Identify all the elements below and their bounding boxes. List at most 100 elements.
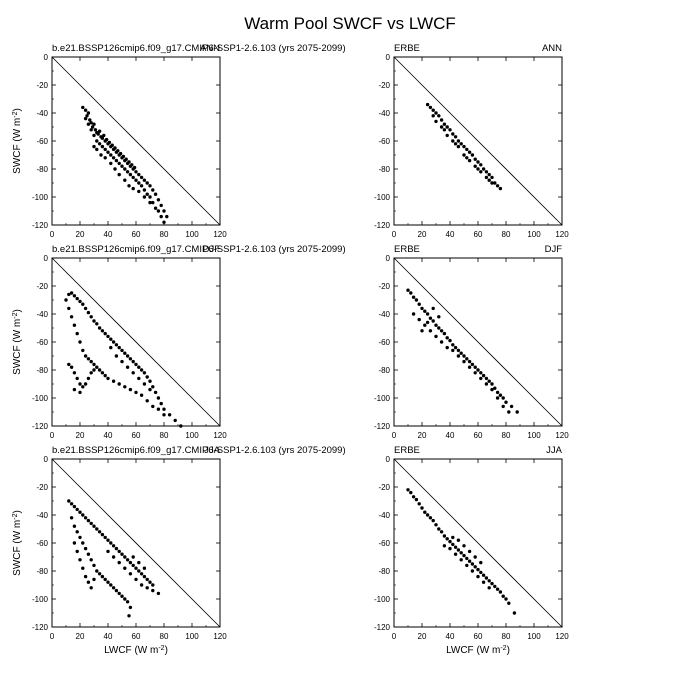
scatter-point [495, 184, 500, 188]
scatter-point [81, 105, 85, 110]
scatter-point [479, 376, 483, 381]
scatter-point [131, 175, 135, 180]
scatter-point [139, 393, 144, 397]
scatter-panel-2: 0 20 40 60 80 100 120 0 -20 -40 -60 -80 -100 -120 b.e2… [12, 244, 346, 440]
scatter-point [125, 558, 130, 562]
y-tick-label: 0 [386, 53, 391, 62]
scatter-point [490, 387, 494, 392]
scatter-point [72, 387, 77, 392]
scatter-point [134, 577, 138, 582]
x-tick-label: 20 [76, 632, 85, 641]
panel-source-label: ERBE [394, 43, 420, 54]
scatter-point [145, 181, 149, 185]
scatter-point [125, 354, 130, 358]
scatter-point [125, 600, 130, 604]
y-tick-label: -100 [374, 595, 391, 604]
y-tick-label: -120 [32, 422, 49, 431]
scatter-point [89, 128, 93, 132]
scatter-point [431, 306, 435, 311]
scatter-point [162, 413, 166, 417]
scatter-point [148, 387, 152, 392]
scatter-point [420, 329, 424, 333]
scatter-point [448, 546, 452, 551]
scatter-point [179, 424, 183, 428]
scatter-point [72, 294, 77, 298]
scatter-point [448, 338, 452, 343]
scatter-point [125, 170, 130, 174]
scatter-point [501, 594, 505, 598]
scatter-point [479, 570, 483, 575]
scatter-point [462, 354, 466, 358]
scatter-point [487, 579, 491, 583]
x-tick-label: 20 [418, 632, 427, 641]
scatter-point [417, 502, 421, 506]
x-tick-label: 100 [185, 632, 199, 641]
scatter-point [417, 302, 421, 306]
scatter-point [414, 497, 419, 502]
x-tick-label: 80 [160, 431, 169, 440]
scatter-point [83, 574, 88, 579]
scatter-point [92, 563, 96, 568]
y-tick-label: -20 [36, 282, 48, 291]
scatter-point [451, 542, 455, 547]
scatter-point [498, 590, 503, 594]
scatter-point [456, 548, 461, 552]
y-tick-label: -40 [378, 109, 390, 118]
scatter-point [411, 495, 416, 499]
scatter-point [109, 161, 113, 166]
scatter-point [501, 396, 505, 400]
x-tick-label: 20 [76, 230, 85, 239]
scatter-point [95, 322, 99, 326]
scatter-point [78, 558, 82, 562]
scatter-point [104, 137, 109, 142]
scatter-point [89, 121, 93, 125]
scatter-point [462, 153, 466, 157]
scatter-point [142, 178, 147, 182]
scatter-point [473, 164, 477, 168]
scatter-point [437, 315, 441, 319]
scatter-point [103, 147, 107, 152]
scatter-point [131, 371, 135, 375]
scatter-point [97, 142, 102, 146]
scatter-point [437, 527, 441, 531]
scatter-point [128, 172, 133, 177]
scatter-point [439, 329, 444, 333]
scatter-point [473, 555, 477, 559]
scatter-point [442, 534, 447, 538]
scatter-point [439, 340, 444, 344]
scatter-point [139, 184, 144, 188]
scatter-point [151, 188, 155, 192]
panel-season-label: JJA [204, 445, 221, 456]
panel-season-label: DJF [545, 244, 563, 255]
scatter-point [72, 541, 77, 545]
scatter-point [156, 198, 161, 202]
scatter-point [153, 206, 158, 210]
scatter-point [465, 156, 469, 160]
y-tick-label: -120 [374, 422, 391, 431]
panel-season-label: JJA [546, 445, 563, 456]
scatter-point [114, 546, 119, 551]
scatter-point [406, 488, 410, 492]
x-axis-label: LWCF (W m-2) [446, 645, 510, 657]
scatter-point [67, 362, 71, 367]
y-tick-label: -60 [36, 338, 48, 347]
scatter-point [72, 524, 77, 528]
scatter-point [109, 583, 113, 587]
scatter-point [134, 566, 138, 570]
x-tick-label: 60 [132, 632, 141, 641]
scatter-point [103, 535, 107, 540]
scatter-panel-0: 0 20 40 60 80 100 120 0 -20 -40 -60 -80 -100 -120 b.e2… [12, 43, 346, 239]
scatter-point [148, 184, 152, 188]
scatter-point [92, 368, 96, 372]
scatter-point [473, 565, 477, 569]
scatter-point [139, 583, 144, 587]
scatter-point [470, 562, 475, 566]
scatter-point [117, 172, 121, 177]
x-tick-label: 60 [474, 431, 483, 440]
scatter-point [431, 518, 435, 523]
scatter-point [131, 563, 135, 568]
scatter-point [72, 323, 77, 327]
scatter-point [78, 340, 82, 344]
scatter-point [75, 331, 79, 336]
